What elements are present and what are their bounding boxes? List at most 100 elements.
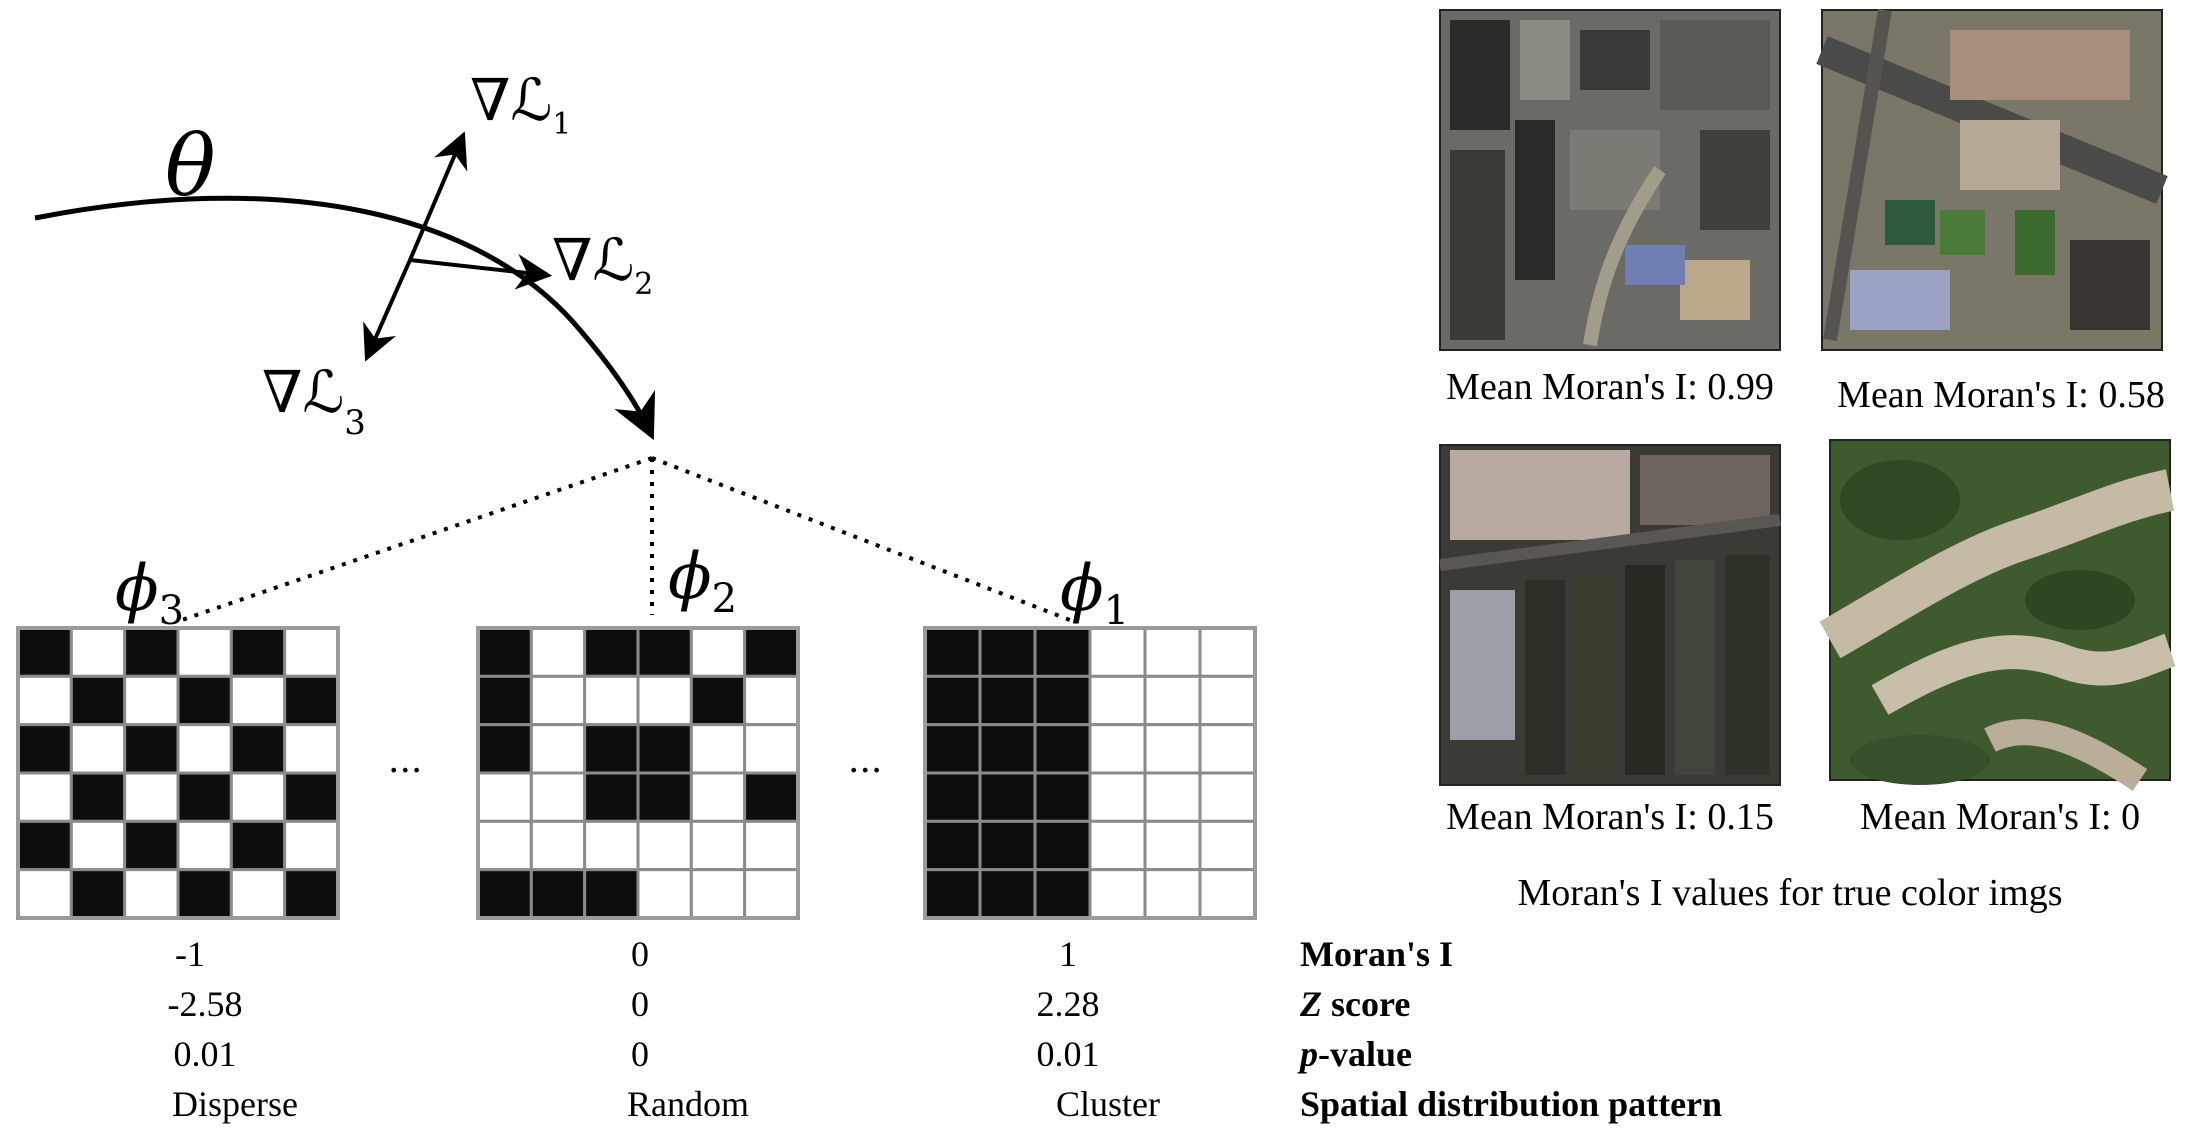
grid-random-cell [743,771,800,823]
grid-cluster-cell [1198,819,1257,872]
gradient-label-2: ∇ℒ2 [552,226,653,302]
gradient-arrow-1 [408,131,468,261]
grid-random-cell [689,723,747,775]
row-label-p-value: p-value [1300,1034,1412,1074]
grid-disperse-cell [176,674,233,727]
grid-cluster-cell [1143,723,1202,775]
grid-cluster-cell [1198,674,1257,727]
grid-cluster-cell [1033,674,1092,727]
grid-disperse-cell [69,723,127,775]
grid-disperse-cell [229,819,287,872]
grid-cluster-cell [923,771,982,823]
satellite-caption-mixed-urban: Mean Moran's I: 0.58 [1837,374,2165,416]
satellite-image-forest [1819,439,2176,791]
grid-random-cell [636,674,693,727]
grid-disperse-cell [16,723,73,775]
grid-random-cell [743,723,800,775]
satellite-caption-farmland: Mean Moran's I: 0.15 [1446,796,1774,838]
grid-random-cell [636,868,693,920]
random-p-value: 0 [631,1034,649,1074]
grid-disperse-cell [229,723,287,775]
grid-random-cell [476,626,533,678]
grid-cluster-cell [1088,723,1147,775]
grid-cluster-cell [1198,723,1257,775]
grid-disperse-cell [229,626,287,678]
satellite-image-dense-urban [1439,9,1781,351]
grid-cluster-cell [923,674,982,727]
grid-random-cell [743,819,800,872]
grid-disperse-cell [176,868,233,920]
satellite-image-mixed-urban [1816,8,2168,351]
grid-random-cell [583,626,640,678]
satellite-caption-dense-urban: Mean Moran's I: 0.99 [1446,366,1774,408]
grid-random-cell [529,723,587,775]
grid-cluster-cell [923,819,982,872]
cluster-morans-i: 1 [1059,934,1077,974]
grid-disperse-cell [123,674,180,727]
grid-disperse-cell [176,771,233,823]
grid-cluster-cell [1033,868,1092,920]
grid-cluster-cell [1143,771,1202,823]
grid-cluster-cell [978,771,1037,823]
grid-random-cell [689,674,747,727]
grid-cluster-border [923,626,1257,920]
grid-random-cell [476,723,533,775]
grid-disperse [16,626,340,920]
row-label-z-score: Z score [1300,984,1411,1024]
dotted-line-phi1 [651,456,1076,624]
phi-label-3: ϕ3 [115,552,184,634]
grid-cluster-cell [1088,771,1147,823]
grid-disperse-cell [176,819,233,872]
grid-cluster-cell [923,626,982,678]
grid-cluster-cell [1198,868,1257,920]
grid-random-cell [636,819,693,872]
grid-cluster-cell [978,819,1037,872]
grid-disperse-cell [123,819,180,872]
grid-random-cell [636,771,693,823]
grid-cluster [923,626,1257,920]
grid-cluster-cell [1143,626,1202,678]
grid-random-cell [476,819,533,872]
disperse-z-score: -2.58 [167,984,243,1024]
gradient-arrow-2 [409,253,553,290]
grid-cluster-cell [1143,674,1202,727]
grid-cluster-cell [978,674,1037,727]
grid-random-cell [636,626,693,678]
grid-cluster-cell [923,723,982,775]
grid-random-border [476,626,800,920]
grid-cluster-cell [1088,819,1147,872]
grid-disperse-cell [229,771,287,823]
grid-random-cell [476,868,533,920]
grid-disperse-cell [283,819,340,872]
grid-disperse-cell [16,819,73,872]
dotted-line-phi3 [181,456,653,622]
ellipsis-2: ... [848,740,882,781]
grid-disperse-cell [69,771,127,823]
grid-random-cell [529,626,587,678]
grid-cluster-cell [1088,868,1147,920]
grid-disperse-cell [283,868,340,920]
grid-disperse-border [16,626,340,920]
phi-label-2: ϕ2 [668,540,737,622]
panel-caption: Moran's I values for true color imgs [1517,872,2063,914]
grid-cluster-cell [1033,819,1092,872]
grid-random-cell [476,771,533,823]
random-morans-i: 0 [631,934,649,974]
disperse-p-value: 0.01 [173,1034,237,1074]
row-label-morans-i: Moran's I [1300,934,1453,974]
grid-disperse-cell [176,723,233,775]
grid-random-cell [689,868,747,920]
cluster-p-value: 0.01 [1036,1034,1100,1074]
gradient-label-1: ∇ℒ1 [470,66,571,142]
grid-random-cell [583,868,640,920]
grid-random-cell [529,819,587,872]
grid-cluster-cell [1088,626,1147,678]
grid-cluster-cell [1033,626,1092,678]
grid-cluster-cell [1033,723,1092,775]
grid-random-cell [529,674,587,727]
grid-cluster-cell [978,723,1037,775]
grid-disperse-cell [123,723,180,775]
grid-random-cell [689,819,747,872]
grid-cluster-cell [1088,674,1147,727]
